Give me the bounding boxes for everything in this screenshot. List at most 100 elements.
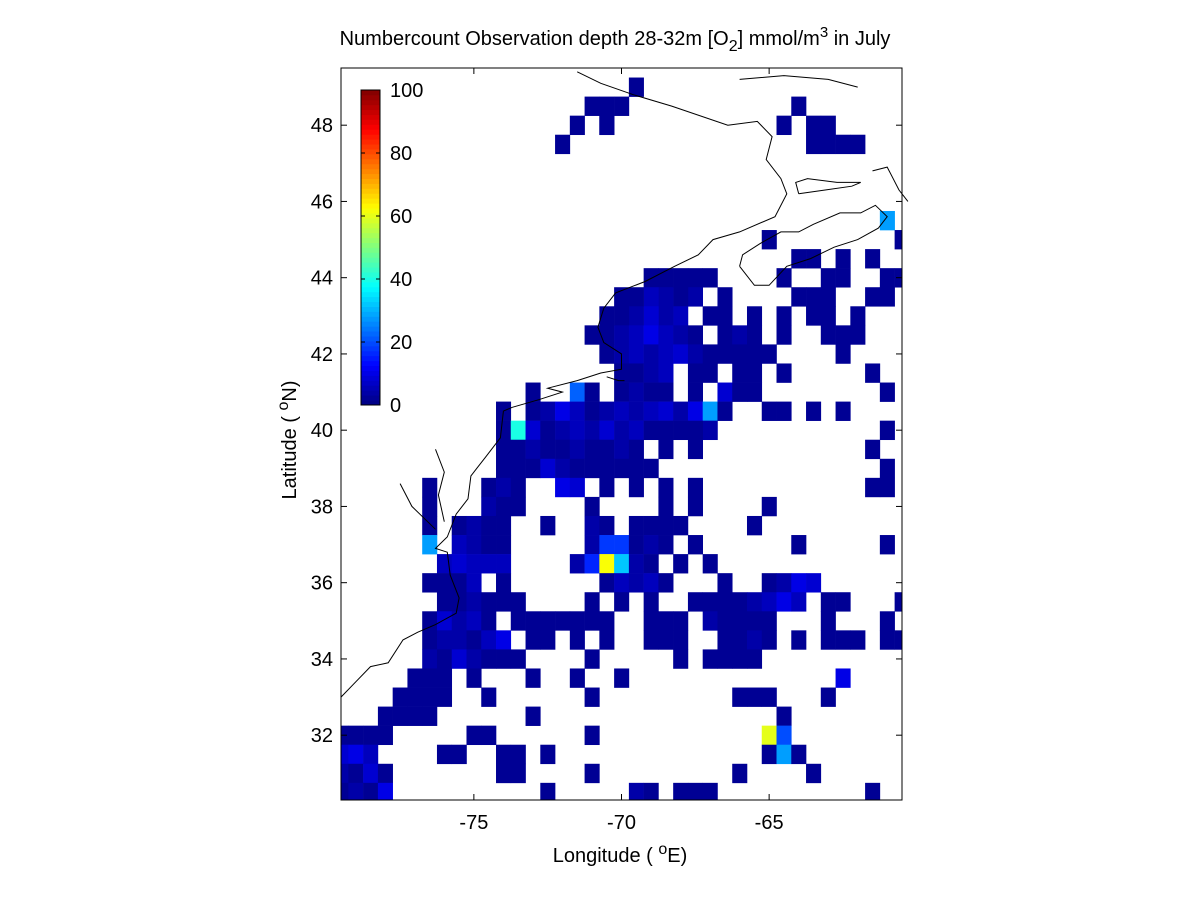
heatmap-cell [746, 592, 763, 612]
heatmap-cell [436, 611, 453, 631]
heatmap-cell [791, 573, 807, 593]
heatmap-cell [510, 592, 526, 612]
heatmap-cell [555, 439, 571, 460]
heatmap-cell [761, 592, 777, 612]
heatmap-cell [835, 401, 851, 421]
heatmap-cell [702, 554, 718, 574]
axes: -75 -70 -65 32 34 36 38 40 42 44 46 48 [311, 68, 902, 834]
heatmap-cell [658, 420, 674, 441]
coastline-path [739, 204, 888, 286]
heatmap-cell [525, 420, 541, 441]
colorbar-segment [361, 173, 380, 179]
colorbar-segment [361, 296, 380, 303]
heatmap-cell [569, 401, 585, 421]
heatmap-cell [540, 458, 556, 479]
heatmap-cell [451, 630, 467, 650]
colorbar-segment [361, 163, 380, 170]
y-axis-label-superscript: o [275, 402, 292, 411]
heatmap-cell [584, 496, 600, 517]
heatmap-cell [761, 744, 777, 765]
colorbar-segment [361, 380, 380, 386]
colorbar-segment [361, 286, 380, 293]
heatmap-cell [835, 630, 851, 650]
heatmap-cell [628, 535, 644, 555]
heatmap-cell [746, 306, 763, 326]
heatmap-cell [628, 306, 644, 326]
heatmap-cell [510, 458, 526, 479]
heatmap-cell [628, 363, 644, 383]
heatmap-cell [820, 287, 836, 307]
heatmap-cell [407, 668, 423, 688]
heatmap-cell [584, 401, 600, 421]
heatmap-cell [658, 477, 674, 498]
heatmap-cell [717, 401, 733, 421]
y-tick-label: 48 [311, 115, 333, 137]
colorbar-segment [361, 149, 380, 155]
title-subscript: 2 [729, 38, 738, 55]
heatmap-cell [865, 363, 881, 383]
chart-title: Numbercount Observation depth 28-32m [O2… [340, 24, 891, 55]
heatmap-cell [422, 477, 438, 498]
heatmap-cell [806, 287, 822, 307]
heatmap-cell [496, 439, 512, 460]
heatmap-cell [658, 401, 674, 421]
heatmap-cell [673, 782, 689, 801]
heatmap-cell [510, 611, 526, 631]
heatmap-cell [761, 230, 777, 250]
heatmap-cell [510, 439, 526, 460]
heatmap-cell [746, 344, 763, 364]
heatmap-cell [673, 344, 689, 364]
heatmap-cell [466, 535, 482, 555]
heatmap-cell [717, 649, 733, 669]
heatmap-cell [643, 363, 659, 383]
x-axis-label-part-1: Longitude ( [553, 845, 659, 867]
heatmap-cell [599, 535, 615, 555]
heatmap-cell [643, 306, 659, 326]
heatmap-cell [673, 268, 689, 288]
heatmap-cell [555, 134, 571, 155]
heatmap-cell [451, 535, 467, 555]
heatmap-cell [879, 210, 895, 231]
heatmap-cell [584, 763, 600, 784]
colorbar-segment [361, 237, 380, 243]
heatmap-cell [643, 344, 659, 364]
heatmap-cell [835, 268, 851, 288]
heatmap-cell [341, 763, 349, 784]
heatmap-cell [377, 706, 393, 726]
colorbar-segment [361, 365, 380, 371]
heatmap-cell [614, 325, 630, 345]
heatmap-cell [584, 687, 600, 707]
colorbar-segment [361, 326, 380, 332]
x-axis-label: Longitude ( oE) [553, 841, 688, 867]
heatmap-cell [584, 554, 600, 574]
heatmap-cell [628, 554, 644, 574]
heatmap-cell [658, 363, 674, 383]
heatmap-cell [865, 287, 881, 307]
heatmap-cell [451, 554, 467, 574]
heatmap-cell [879, 420, 895, 441]
heatmap-cell [481, 725, 497, 746]
heatmap-cell [569, 458, 585, 479]
colorbar-segment [361, 193, 380, 199]
heatmap-cell [510, 744, 526, 765]
heatmap-cell [496, 744, 512, 765]
heatmap-cell [643, 287, 659, 307]
heatmap-cell [422, 668, 438, 688]
heatmap-cell [761, 344, 777, 364]
heatmap-cell [702, 363, 718, 383]
heatmap-cell [407, 687, 423, 707]
colorbar-segment [361, 198, 380, 204]
y-tick-label: 36 [311, 573, 333, 595]
heatmap-cell [746, 649, 763, 669]
heatmap-cell [806, 401, 822, 421]
heatmap-cell [525, 382, 541, 402]
y-tick-label: 34 [311, 649, 333, 671]
colorbar-segment [361, 94, 380, 101]
heatmap-cell [673, 554, 689, 574]
heatmap-cell [584, 611, 600, 631]
colorbar-segment [361, 203, 380, 209]
colorbar-tick-label: 20 [390, 332, 412, 354]
colorbar-segment [361, 400, 380, 406]
heatmap-cell [584, 649, 600, 669]
